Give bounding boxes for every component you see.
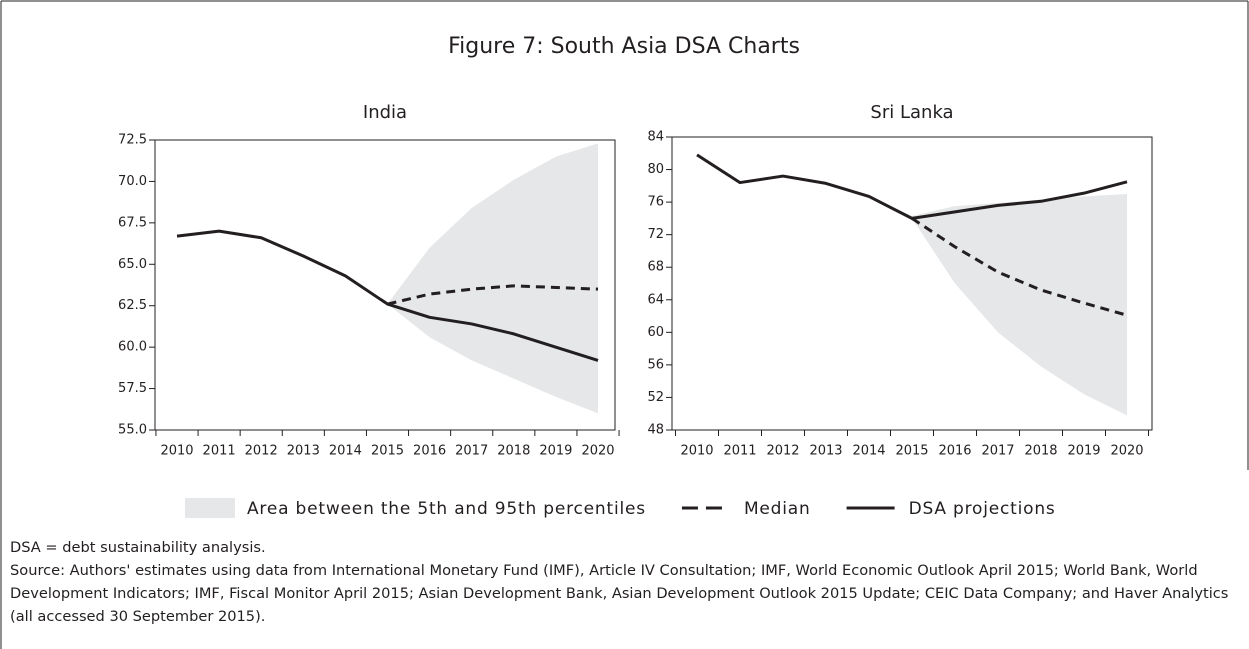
legend-label: DSA projections	[909, 499, 1056, 519]
legend-label: Area between the 5th and 95th percentile…	[247, 499, 646, 519]
median-line	[911, 217, 1128, 317]
legend-swatch	[185, 498, 235, 518]
x-tick-label: 2014	[852, 444, 885, 459]
x-tick-label: 2010	[680, 444, 713, 459]
x-tick-label: 2020	[1110, 444, 1143, 459]
y-tick-label: 80	[647, 162, 664, 177]
x-tick-label: 2016	[938, 444, 971, 459]
y-tick-label: 76	[647, 195, 664, 210]
x-tick-label: 2011	[203, 444, 236, 459]
y-tick-label: 56	[647, 357, 664, 372]
x-tick-label: 2019	[1067, 444, 1100, 459]
x-tick-label: 2016	[413, 444, 446, 459]
x-tick-label: 2013	[287, 444, 320, 459]
x-tick-label: 2010	[160, 444, 193, 459]
x-tick-label: 2012	[245, 444, 278, 459]
y-tick-label: 60	[647, 325, 664, 340]
y-tick-label: 60.0	[118, 340, 147, 355]
y-tick-label: 72	[647, 227, 664, 242]
x-tick-label: 2014	[329, 444, 362, 459]
x-tick-label: 2017	[981, 444, 1014, 459]
figure-title: Figure 7: South Asia DSA Charts	[448, 34, 800, 59]
x-tick-label: 2017	[455, 444, 488, 459]
note: Source: Authors' estimates using data fr…	[10, 562, 1229, 625]
projection-line	[696, 153, 1128, 220]
note: DSA = debt sustainability analysis.	[10, 539, 266, 556]
plot-frame	[154, 139, 616, 431]
y-tick-label: 52	[647, 390, 664, 405]
x-tick-label: 2011	[723, 444, 756, 459]
y-tick-label: 72.5	[118, 133, 147, 148]
y-tick-label: 48	[647, 423, 664, 438]
chart-title: Sri Lanka	[870, 102, 953, 123]
percentile-band	[387, 143, 598, 414]
y-tick-label: 55.0	[118, 423, 147, 438]
y-tick-label: 84	[647, 130, 664, 145]
median-line	[387, 284, 599, 306]
chart-title: India	[363, 102, 407, 123]
x-tick-label: 2013	[809, 444, 842, 459]
y-tick-label: 62.5	[118, 298, 147, 313]
notes: DSA = debt sustainability analysis. Sour…	[10, 536, 1242, 628]
x-tick-label: 2012	[766, 444, 799, 459]
y-tick-label: 67.5	[118, 215, 147, 230]
y-tick-label: 65.0	[118, 257, 147, 272]
y-tick-label: 64	[647, 292, 664, 307]
x-tick-label: 2019	[539, 444, 572, 459]
x-tick-label: 2020	[581, 444, 614, 459]
y-tick-label: 68	[647, 260, 664, 275]
percentile-band	[912, 193, 1127, 416]
plot-frame	[671, 136, 1153, 431]
y-tick-label: 57.5	[118, 381, 147, 396]
y-tick-label: 70.0	[118, 174, 147, 189]
x-tick-label: 2015	[895, 444, 928, 459]
x-tick-label: 2018	[1024, 444, 1057, 459]
x-tick-label: 2018	[497, 444, 530, 459]
projection-line	[176, 229, 599, 362]
legend-label: Median	[744, 499, 811, 519]
x-tick-label: 2015	[371, 444, 404, 459]
